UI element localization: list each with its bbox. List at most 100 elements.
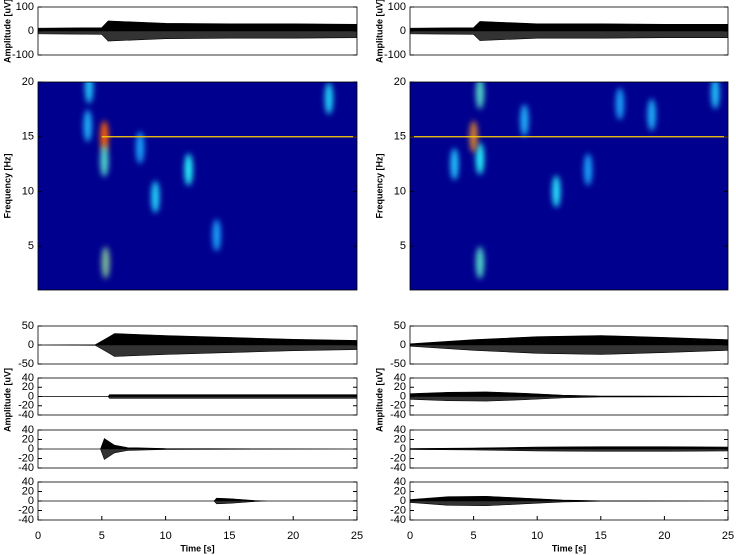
y-tick-label: 15	[394, 131, 406, 143]
spot	[475, 246, 484, 279]
plot-area	[410, 21, 728, 41]
spot	[450, 148, 459, 181]
y-tick-label: 20	[394, 433, 406, 445]
x-tick-label: 20	[658, 530, 670, 542]
y-tick-label: 0	[28, 25, 34, 37]
plot-area	[410, 82, 728, 290]
y-tick-label: 40	[394, 476, 406, 488]
y-tick-label: 0	[400, 339, 406, 351]
panel: -50 0 50	[18, 320, 358, 370]
y-axis-label: Amplitude [uV]	[374, 368, 384, 432]
y-tick-label: 20	[22, 381, 34, 393]
panel: -100 0 100 Amplitude [uV]	[374, 0, 729, 63]
x-tick-label: 5	[99, 530, 105, 542]
spot	[647, 98, 656, 131]
y-tick-label: -20	[18, 452, 34, 464]
envelope-upper	[410, 446, 728, 450]
y-tick-label: 40	[394, 372, 406, 384]
panel: 5 10 15 20 Frequency [Hz]	[374, 76, 729, 291]
envelope-lower	[38, 30, 357, 42]
y-tick-label: 40	[394, 424, 406, 436]
y-tick-label: 50	[22, 320, 34, 332]
y-tick-label: -20	[18, 400, 34, 412]
y-tick-label: 0	[400, 390, 406, 402]
y-tick-label: 20	[394, 381, 406, 393]
plot-area	[38, 333, 357, 357]
y-tick-label: 20	[22, 76, 34, 88]
panel: 5 10 15 20 Frequency [Hz]	[2, 76, 358, 291]
y-tick-label: -50	[18, 358, 34, 370]
y-axis-label: Amplitude [uV]	[2, 0, 12, 63]
envelope-lower	[38, 396, 357, 399]
y-tick-label: 0	[400, 495, 406, 507]
plot-area	[410, 446, 728, 452]
y-tick-label: 0	[28, 495, 34, 507]
y-tick-label: -100	[12, 49, 34, 61]
spot	[520, 104, 529, 137]
x-tick-label: 10	[159, 530, 171, 542]
y-tick-label: 50	[394, 320, 406, 332]
spot	[136, 131, 145, 164]
plot-area	[38, 438, 357, 460]
spot	[475, 82, 484, 109]
y-tick-label: 20	[394, 76, 406, 88]
y-tick-label: 100	[16, 1, 34, 13]
x-tick-label: 25	[351, 530, 363, 542]
plot-area	[410, 391, 728, 402]
x-tick-label: 5	[471, 530, 477, 542]
plot-area	[38, 394, 357, 399]
heatmap-background	[38, 82, 357, 290]
spot	[711, 82, 720, 109]
spot	[100, 144, 109, 177]
y-axis-label: Frequency [Hz]	[374, 153, 384, 218]
plot-area	[38, 82, 357, 290]
envelope-upper	[410, 21, 728, 32]
y-tick-label: 20	[22, 433, 34, 445]
x-tick-label: 0	[35, 530, 41, 542]
envelope-upper	[410, 495, 728, 502]
envelope-upper	[410, 391, 728, 397]
spot	[475, 142, 484, 175]
y-tick-label: -40	[18, 462, 34, 474]
x-tick-label: 15	[223, 530, 235, 542]
envelope-lower	[410, 30, 728, 41]
x-tick-label: 25	[722, 530, 734, 542]
y-tick-label: -50	[390, 358, 406, 370]
envelope-lower	[38, 500, 357, 505]
envelope-lower	[410, 448, 728, 452]
y-tick-label: -40	[390, 514, 406, 526]
y-axis-label: Amplitude [uV]	[2, 368, 12, 432]
y-tick-label: 40	[22, 372, 34, 384]
spot	[184, 153, 193, 186]
y-axis-label: Amplitude [uV]	[374, 0, 384, 63]
spot	[83, 109, 92, 142]
x-axis-label: Time [s]	[552, 543, 586, 553]
plot-area	[410, 495, 728, 507]
y-tick-label: 0	[28, 339, 34, 351]
y-tick-label: -40	[18, 409, 34, 421]
plot-area	[38, 20, 357, 42]
x-axis-label: Time [s]	[180, 543, 214, 553]
spot	[151, 180, 160, 213]
y-tick-label: -20	[390, 400, 406, 412]
envelope-lower	[38, 448, 357, 460]
y-tick-label: 15	[22, 131, 34, 143]
spot	[101, 246, 110, 279]
spot	[552, 175, 561, 208]
axes-frame	[409, 81, 729, 291]
heatmap-background	[410, 82, 728, 290]
y-tick-label: 0	[28, 390, 34, 402]
envelope-upper	[410, 335, 728, 346]
x-tick-label: 10	[531, 530, 543, 542]
panel: -100 0 100 Amplitude [uV]	[2, 0, 358, 63]
plot-area	[38, 497, 357, 505]
envelope-lower	[410, 344, 728, 355]
envelope-upper	[38, 497, 357, 502]
y-tick-label: -40	[18, 514, 34, 526]
